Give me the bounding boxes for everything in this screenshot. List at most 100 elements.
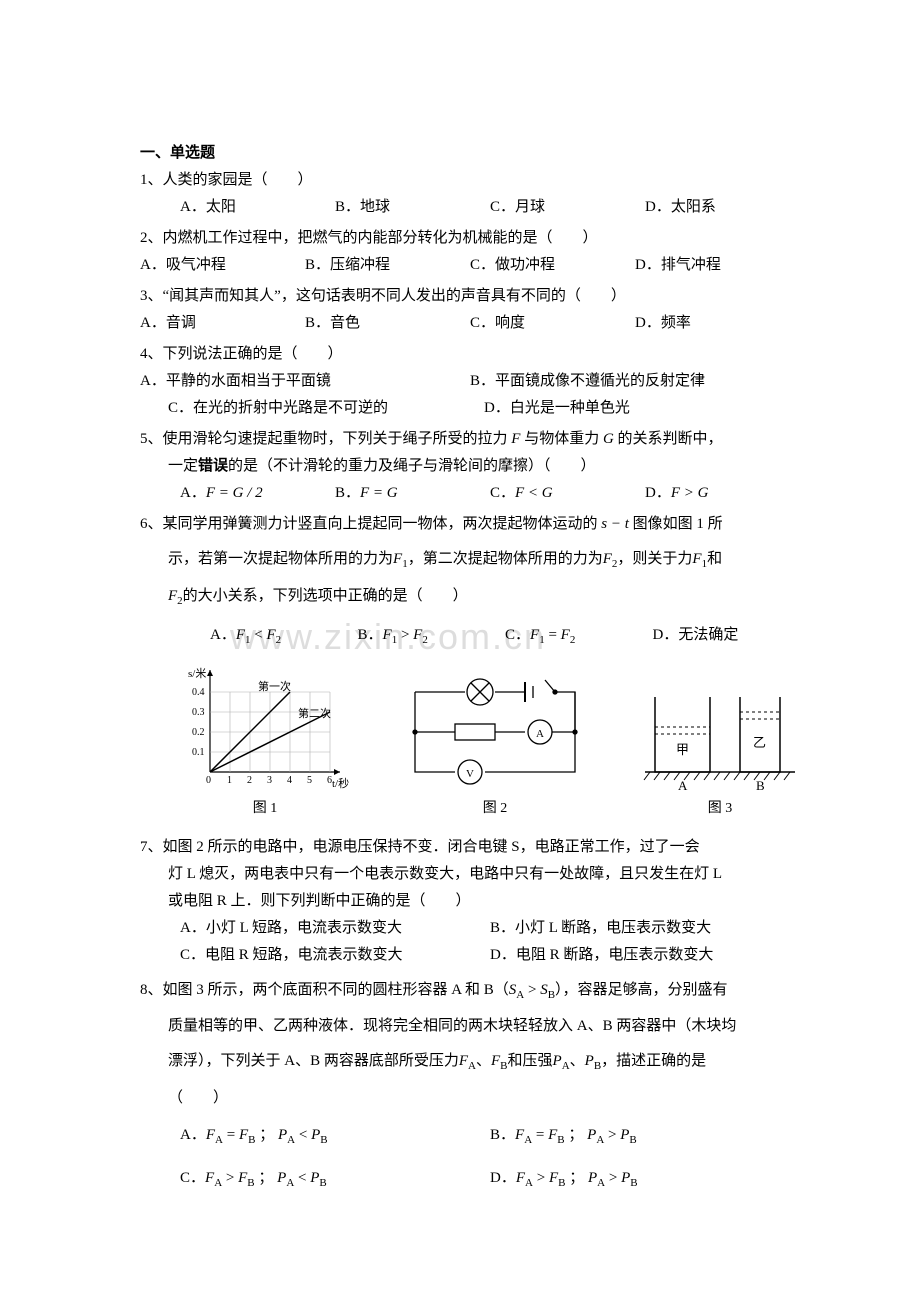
q7-opt-d: D．电阻 R 断路，电压表示数变大 <box>490 942 800 969</box>
q6-opt-b: B．F1 > F2 <box>358 622 506 651</box>
svg-text:第二次: 第二次 <box>298 706 331 720</box>
q8-stem1: 8、如图 3 所示，两个底面积不同的圆柱形容器 A 和 B（SA > SB），容… <box>140 977 800 1006</box>
fig3-caption: 图 3 <box>640 796 800 821</box>
question-7: 7、如图 2 所示的电路中，电源电压保持不变．闭合电键 S，电路正常工作，过了一… <box>140 834 800 969</box>
q8-stem4: （ ） <box>140 1085 800 1112</box>
q5-bold: 错误 <box>198 458 228 474</box>
svg-text:0.4: 0.4 <box>192 687 205 698</box>
figure-1: s/米 0.4 0.3 0.2 0.1 0 1 2 3 4 5 6 t/秒 第一… <box>180 662 350 821</box>
q1-stem: 1、人类的家园是（ ） <box>140 167 800 194</box>
q2-opt-c: C．做功冲程 <box>470 252 635 279</box>
q2-opt-d: D．排气冲程 <box>635 252 800 279</box>
q7-opt-c: C．电阻 R 短路，电流表示数变大 <box>180 942 490 969</box>
q7-options-row1: A．小灯 L 短路，电流表示数变大 B．小灯 L 断路，电压表示数变大 <box>140 915 800 942</box>
q6-opt-c: C．F1 = F2 <box>505 622 653 651</box>
q5-opt-a: A．F = G / 2 <box>180 480 335 507</box>
q6-opt-d: D．无法确定 <box>653 622 801 651</box>
question-2: 2、内燃机工作过程中，把燃气的内能部分转化为机械能的是（ ） A．吸气冲程 B．… <box>140 225 800 279</box>
question-8: 8、如图 3 所示，两个底面积不同的圆柱形容器 A 和 B（SA > SB），容… <box>140 977 800 1194</box>
q7-opt-a: A．小灯 L 短路，电流表示数变大 <box>180 915 490 942</box>
q1-opt-c: C．月球 <box>490 194 645 221</box>
svg-text:0.3: 0.3 <box>192 707 205 718</box>
svg-text:3: 3 <box>267 775 272 786</box>
exam-content: 一、单选题 1、人类的家园是（ ） A．太阳 B．地球 C．月球 D．太阳系 2… <box>140 140 800 1194</box>
q8-opt-a: A．FA = FB ； PA < PB <box>180 1122 490 1151</box>
svg-text:A: A <box>536 728 544 740</box>
q2-opt-a: A．吸气冲程 <box>140 252 305 279</box>
figure-3: 甲 乙 A B 图 3 <box>640 672 800 821</box>
svg-text:甲: 甲 <box>676 742 689 757</box>
q6-stem1: 6、某同学用弹簧测力计竖直向上提起同一物体，两次提起物体运动的 s − t 图像… <box>140 511 800 538</box>
q7-options-row2: C．电阻 R 短路，电流表示数变大 D．电阻 R 断路，电压表示数变大 <box>140 942 800 969</box>
q8-opt-d: D．FA > FB ； PA > PB <box>490 1165 800 1194</box>
fig3-svg: 甲 乙 A B <box>640 672 800 792</box>
section-title: 一、单选题 <box>140 140 800 167</box>
q8-options-row1: A．FA = FB ； PA < PB B．FA = FB ； PA > PB <box>140 1122 800 1151</box>
q4-stem: 4、下列说法正确的是（ ） <box>140 341 800 368</box>
svg-text:5: 5 <box>307 775 312 786</box>
q6-opt-a: A．F1 < F2 <box>210 622 358 651</box>
q7-stem3: 或电阻 R 上．则下列判断中正确的是（ ） <box>140 888 800 915</box>
question-3: 3、“闻其声而知其人”，这句话表明不同人发出的声音具有不同的（ ） A．音调 B… <box>140 283 800 337</box>
q8-options-row2: C．FA > FB ； PA < PB D．FA > FB ； PA > PB <box>140 1165 800 1194</box>
q6-stem2: 示，若第一次提起物体所用的力为F1，第二次提起物体所用的力为F2，则关于力F1和 <box>140 546 800 575</box>
svg-text:第一次: 第一次 <box>258 679 291 693</box>
fig1-caption: 图 1 <box>180 796 350 821</box>
q7-opt-b: B．小灯 L 断路，电压表示数变大 <box>490 915 800 942</box>
q5-opt-c: C．F < G <box>490 480 645 507</box>
q3-stem: 3、“闻其声而知其人”，这句话表明不同人发出的声音具有不同的（ ） <box>140 283 800 310</box>
q2-options: A．吸气冲程 B．压缩冲程 C．做功冲程 D．排气冲程 <box>140 252 800 279</box>
q1-opt-a: A．太阳 <box>180 194 335 221</box>
q3-opt-b: B．音色 <box>305 310 470 337</box>
q3-opt-d: D．频率 <box>635 310 800 337</box>
q2-stem: 2、内燃机工作过程中，把燃气的内能部分转化为机械能的是（ ） <box>140 225 800 252</box>
q1-opt-d: D．太阳系 <box>645 194 800 221</box>
q8-stem3: 漂浮），下列关于 A、B 两容器底部所受压力FA、FB和压强PA、PB，描述正确… <box>140 1048 800 1077</box>
fig2-svg: A V <box>395 672 595 792</box>
svg-text:V: V <box>466 768 474 780</box>
q5-stem2: 一定错误的是（不计滑轮的重力及绳子与滑轮间的摩擦）（ ） <box>140 453 800 480</box>
svg-text:1: 1 <box>227 775 232 786</box>
svg-text:B: B <box>756 778 765 792</box>
svg-text:0: 0 <box>206 775 211 786</box>
q4-opt-a: A．平静的水面相当于平面镜 <box>140 368 470 395</box>
fig1-svg: s/米 0.4 0.3 0.2 0.1 0 1 2 3 4 5 6 t/秒 第一… <box>180 662 350 792</box>
q5-stem1: 5、使用滑轮匀速提起重物时，下列关于绳子所受的拉力 F 与物体重力 G 的关系判… <box>140 426 800 453</box>
q4-opt-c: C．在光的折射中光路是不可逆的 <box>168 395 484 422</box>
q7-stem1: 7、如图 2 所示的电路中，电源电压保持不变．闭合电键 S，电路正常工作，过了一… <box>140 834 800 861</box>
q8-stem2: 质量相等的甲、乙两种液体．现将完全相同的两木块轻轻放入 A、B 两容器中（木块均 <box>140 1013 800 1040</box>
q4-options-row2: C．在光的折射中光路是不可逆的 D．白光是一种单色光 <box>140 395 800 422</box>
svg-text:0.1: 0.1 <box>192 747 205 758</box>
svg-text:2: 2 <box>247 775 252 786</box>
q8-opt-c: C．FA > FB ； PA < PB <box>180 1165 490 1194</box>
q1-options: A．太阳 B．地球 C．月球 D．太阳系 <box>140 194 800 221</box>
svg-text:s/米: s/米 <box>188 667 206 680</box>
q3-opt-c: C．响度 <box>470 310 635 337</box>
q5-opt-d: D．F > G <box>645 480 800 507</box>
q2-opt-b: B．压缩冲程 <box>305 252 470 279</box>
q5-options: A．F = G / 2 B．F = G C．F < G D．F > G <box>140 480 800 507</box>
question-5: 5、使用滑轮匀速提起重物时，下列关于绳子所受的拉力 F 与物体重力 G 的关系判… <box>140 426 800 507</box>
fig2-caption: 图 2 <box>395 796 595 821</box>
q7-stem2: 灯 L 熄灭，两电表中只有一个电表示数变大，电路中只有一处故障，且只发生在灯 L <box>140 861 800 888</box>
q8-opt-b: B．FA = FB ； PA > PB <box>490 1122 800 1151</box>
question-6: 6、某同学用弹簧测力计竖直向上提起同一物体，两次提起物体运动的 s − t 图像… <box>140 511 800 650</box>
figure-2: A V 图 2 <box>395 672 595 821</box>
figure-row: s/米 0.4 0.3 0.2 0.1 0 1 2 3 4 5 6 t/秒 第一… <box>180 662 800 821</box>
q3-options: A．音调 B．音色 C．响度 D．频率 <box>140 310 800 337</box>
q1-opt-b: B．地球 <box>335 194 490 221</box>
q6-options: A．F1 < F2 B．F1 > F2 C．F1 = F2 D．无法确定 <box>140 622 800 651</box>
q4-options-row1: A．平静的水面相当于平面镜 B．平面镜成像不遵循光的反射定律 <box>140 368 800 395</box>
svg-text:A: A <box>678 778 688 792</box>
q3-opt-a: A．音调 <box>140 310 305 337</box>
q4-opt-b: B．平面镜成像不遵循光的反射定律 <box>470 368 800 395</box>
svg-text:t/秒: t/秒 <box>332 776 349 790</box>
svg-text:乙: 乙 <box>753 735 766 750</box>
q4-opt-d: D．白光是一种单色光 <box>484 395 800 422</box>
svg-text:0.2: 0.2 <box>192 727 205 738</box>
q5-opt-b: B．F = G <box>335 480 490 507</box>
question-1: 1、人类的家园是（ ） A．太阳 B．地球 C．月球 D．太阳系 <box>140 167 800 221</box>
q6-stem3: F2的大小关系，下列选项中正确的是（ ） <box>140 583 800 612</box>
question-4: 4、下列说法正确的是（ ） A．平静的水面相当于平面镜 B．平面镜成像不遵循光的… <box>140 341 800 422</box>
svg-text:4: 4 <box>287 775 292 786</box>
